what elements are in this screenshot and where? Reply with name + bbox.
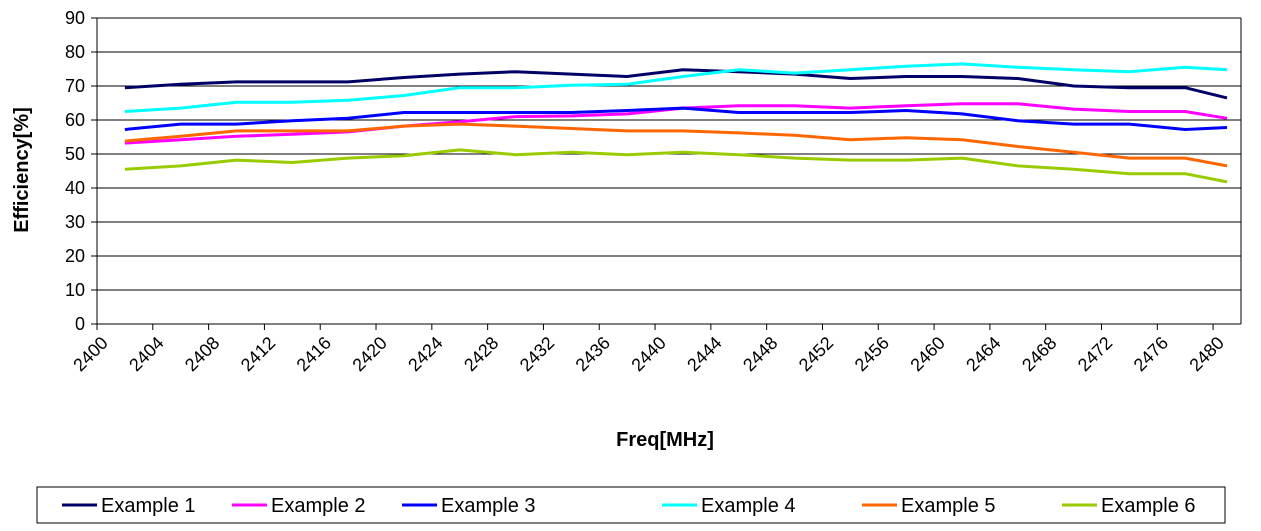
y-tick-label: 10 (65, 280, 85, 300)
y-tick-labels: 0 10 20 30 40 50 60 70 80 90 (65, 8, 85, 334)
y-axis-title: Efficiency[%] (11, 107, 33, 233)
axes (91, 17, 1242, 330)
legend-label: Example 4 (701, 495, 796, 517)
x-tick-label: 2444 (683, 333, 725, 375)
x-tick-label: 2476 (1130, 333, 1172, 375)
series-line-3 (124, 106, 1228, 131)
x-tick-label: 2456 (851, 333, 893, 375)
x-tick-label: 2468 (1018, 333, 1060, 375)
series-line-4 (124, 62, 1228, 113)
x-tick-label: 2424 (404, 333, 446, 375)
x-tick-label: 2412 (237, 333, 279, 375)
x-axis-title: Freq[MHz] (616, 429, 714, 451)
x-tick-label: 2448 (739, 333, 781, 375)
series-line-5 (124, 122, 1228, 168)
x-tick-label: 2460 (906, 333, 948, 375)
x-tick-label: 2452 (795, 333, 837, 375)
legend-box (36, 486, 1226, 524)
y-tick-label: 20 (65, 246, 85, 266)
x-tick-label: 2472 (1074, 333, 1116, 375)
y-tick-label: 60 (65, 110, 85, 130)
y-tick-label: 30 (65, 212, 85, 232)
y-tick-label: 0 (75, 314, 85, 334)
series-line-1 (124, 68, 1228, 100)
legend-label: Example 5 (901, 495, 996, 517)
x-tick-label: 2416 (293, 333, 335, 375)
series-line-6 (124, 148, 1228, 184)
x-tick-label: 2408 (181, 333, 223, 375)
y-tick-label: 80 (65, 42, 85, 62)
x-tick-label: 2420 (348, 333, 390, 375)
x-tick-label: 2428 (460, 333, 502, 375)
y-tick-label: 70 (65, 76, 85, 96)
series-lines (124, 62, 1228, 184)
y-tick-label: 90 (65, 8, 85, 28)
x-tick-label: 2480 (1185, 333, 1227, 375)
x-tick-label: 2440 (627, 333, 669, 375)
x-tick-labels: 2400 2404 2408 2412 2416 2420 2424 2428 2432 2436… (69, 333, 1228, 375)
legend-label: Example 6 (1101, 495, 1196, 517)
legend-label: Example 2 (271, 495, 366, 517)
legend-label: Example 3 (441, 495, 536, 517)
x-tick-label: 2432 (516, 333, 558, 375)
x-tick-label: 2404 (125, 333, 167, 375)
y-tick-label: 50 (65, 144, 85, 164)
x-tick-label: 2436 (572, 333, 614, 375)
x-tick-label: 2464 (962, 333, 1004, 375)
legend: Example 1 Example 2 Example 3 Example 4 Exam… (36, 486, 1226, 524)
x-tick-label: 2400 (69, 333, 111, 375)
y-tick-label: 40 (65, 178, 85, 198)
legend-label: Example 1 (101, 495, 196, 517)
